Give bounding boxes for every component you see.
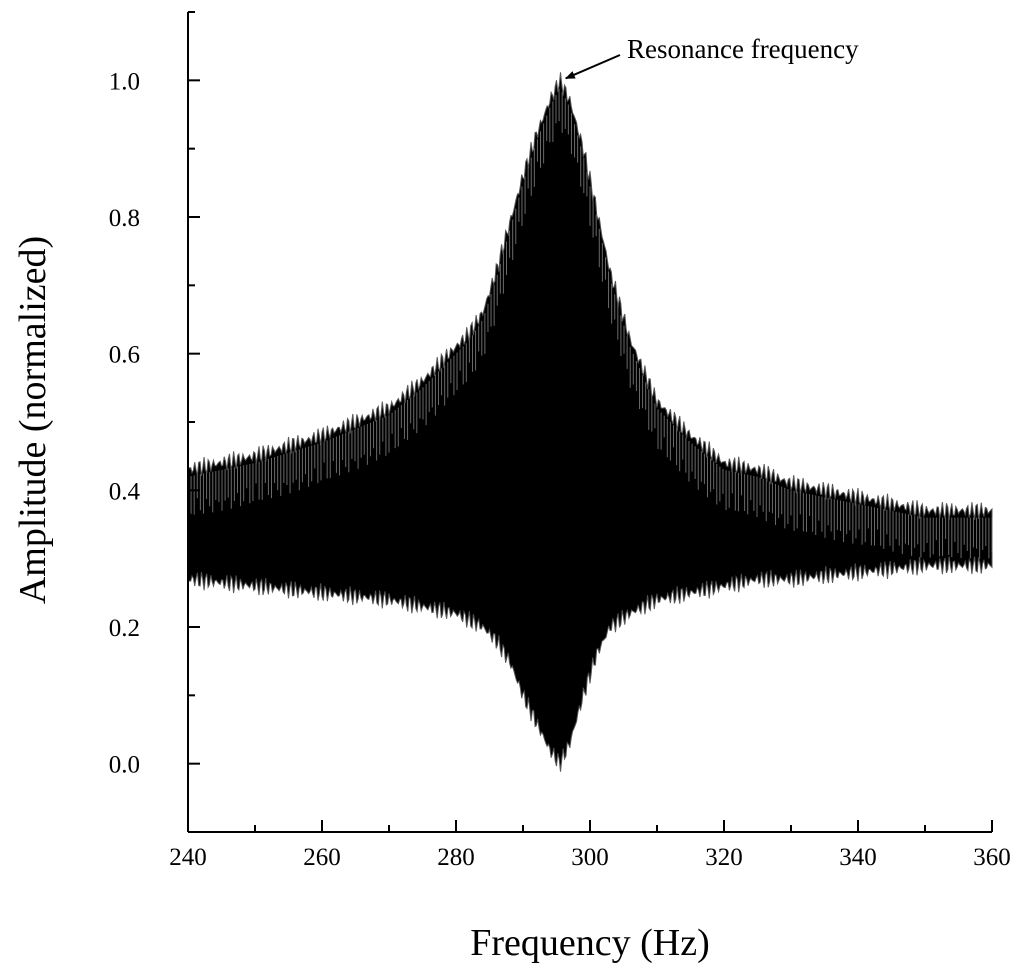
x-axis-ticks: 240 260 280 300 320 340 360 <box>169 820 1011 871</box>
y-tick-label: 0.6 <box>109 342 140 369</box>
y-axis-title: Amplitude (normalized) <box>12 236 54 604</box>
axes: 240 260 280 300 320 340 360 0.0 0.2 0.4 0.6 0.8 1.0 <box>109 11 1011 871</box>
y-tick-label: 0.4 <box>109 478 141 505</box>
resonance-annotation: Resonance frequency <box>564 34 859 80</box>
signal-envelope-fill <box>187 72 993 772</box>
y-axis-ticks: 0.0 0.2 0.4 0.6 0.8 1.0 <box>109 11 200 833</box>
y-tick-label: 0.0 <box>109 752 140 779</box>
x-tick-label: 260 <box>303 844 341 871</box>
plot-area <box>187 72 993 772</box>
x-axis-title: Frequency (Hz) <box>470 922 710 964</box>
y-tick-label: 0.2 <box>109 615 140 642</box>
x-tick-label: 240 <box>169 844 207 871</box>
x-tick-label: 300 <box>571 844 609 871</box>
x-tick-label: 360 <box>973 844 1011 871</box>
signal-ripple <box>187 88 993 559</box>
y-tick-label: 0.8 <box>109 205 140 232</box>
y-tick-label: 1.0 <box>109 68 140 95</box>
x-tick-label: 340 <box>839 844 877 871</box>
annotation-arrow <box>564 54 621 80</box>
annotation-label: Resonance frequency <box>627 34 859 64</box>
x-tick-label: 280 <box>437 844 475 871</box>
x-tick-label: 320 <box>705 844 743 871</box>
